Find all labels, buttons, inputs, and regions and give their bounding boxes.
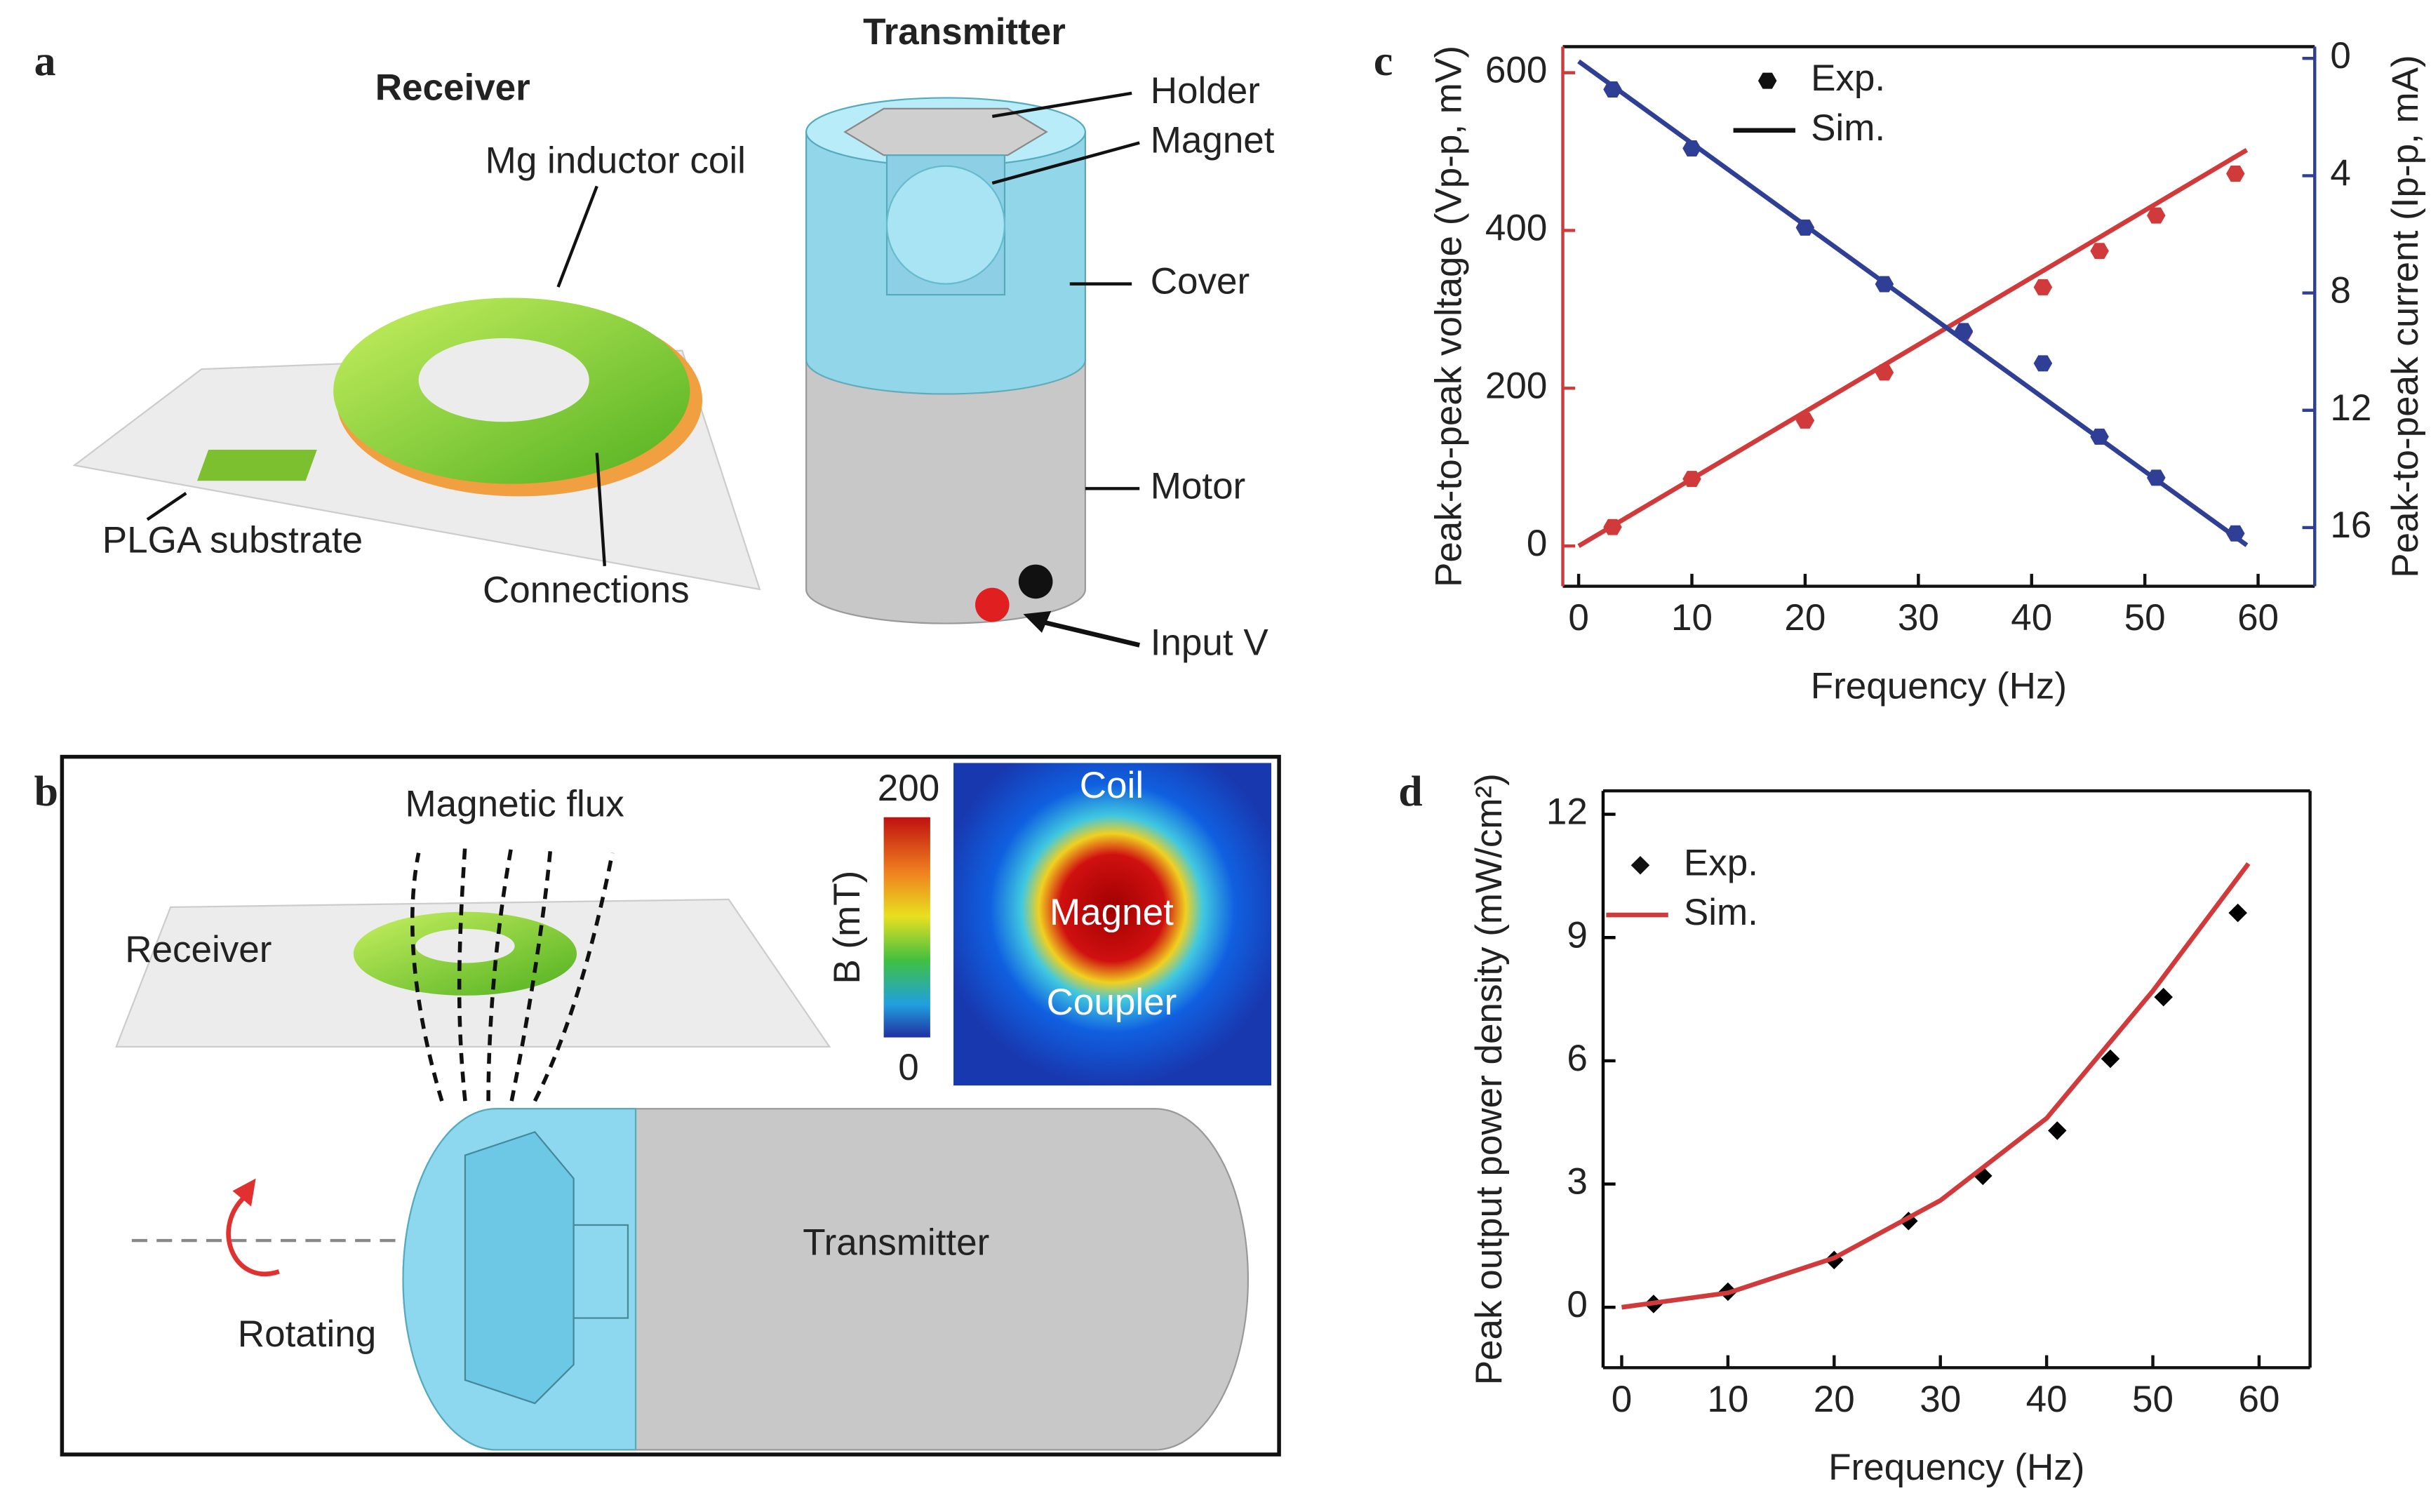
label: Input V [1151,622,1269,664]
marker [2101,1049,2120,1069]
panel-a: a Receiver Transmitter Mg inductor coil … [34,11,1275,664]
magnet-core [885,165,1006,285]
colorbar-label: B (mT) [826,871,868,984]
y-tick-label: 0 [1527,523,1548,564]
x-tick-label: 30 [1920,1379,1961,1420]
leader-lines [146,185,607,566]
x-tick-label: 40 [2011,597,2052,638]
rotation-head [232,1178,256,1207]
y2-axis-label: Peak-to-peak current (Ip-p, mA) [2385,55,2426,577]
y2-tick-label: 8 [2330,270,2351,312]
line [1577,59,2249,547]
legend-label: Sim. [1811,107,1885,149]
holder [464,1131,575,1405]
label: Transmitter [863,11,1066,53]
coil-hole [415,928,515,963]
label: Coil [1080,765,1144,806]
panel-label: a [34,37,56,85]
x-tick-label: 20 [1814,1379,1855,1420]
marker [2154,987,2173,1007]
label: Motor [1151,465,1246,507]
x-tick-label: 20 [1784,597,1826,638]
label: Cover [1151,261,1250,302]
x-tick-label: 50 [2124,597,2166,638]
holder [843,107,1048,156]
x-axis-label: Frequency (Hz) [1811,665,2067,707]
y-tick-label: 600 [1485,50,1547,91]
label: Receiver [375,67,530,108]
y2-tick-label: 16 [2330,504,2371,546]
y2-tick-label: 4 [2330,152,2351,194]
shaft [572,1224,629,1319]
y-tick-label: 9 [1567,914,1588,956]
coil-pad [197,450,317,481]
x-tick-label: 40 [2026,1379,2068,1420]
x-tick-label: 50 [2132,1379,2174,1420]
y-tick-label: 12 [1546,791,1588,833]
label: Coupler [1047,982,1177,1023]
y-axis-label: Peak output power density (mW/cm²) [1468,773,1510,1385]
label: Magnet [1151,120,1275,161]
label: Rotating [238,1313,376,1355]
panel-b: b Magnetic flux Receiver Rotating Transm… [34,754,1281,1457]
field-map [953,763,1272,1086]
x-tick-label: 10 [1707,1379,1748,1420]
marker [2147,207,2166,224]
y-tick-label: 200 [1485,365,1547,406]
rotation-arrow [226,1192,280,1276]
x-tick-label: 60 [2238,1379,2279,1420]
y-axis-label: Peak-to-peak voltage (Vp-p, mV) [1428,46,1469,587]
panel-label: d [1398,768,1422,815]
colorbar-max: 200 [878,768,939,809]
colorbar-min: 0 [898,1047,919,1088]
line [1621,862,2251,1310]
x-tick-label: 0 [1612,1379,1633,1420]
x-tick-label: 30 [1898,597,1939,638]
y2-tick-label: 12 [2330,387,2371,429]
y-tick-label: 3 [1567,1161,1588,1203]
line [1577,147,2249,549]
x-tick-label: 10 [1671,597,1713,638]
label: PLGA substrate [102,520,363,561]
label: Magnet [1050,892,1174,933]
label: Mg inductor coil [485,140,746,181]
panel-label: b [34,768,58,815]
leader-lines [991,91,1140,490]
coil-hole [418,337,589,422]
legend-label: Exp. [1684,842,1758,883]
label: Receiver [125,929,272,970]
marker [2033,279,2053,295]
label: Magnetic flux [405,783,624,824]
legend-label: Exp. [1811,58,1885,99]
label: Holder [1151,70,1260,112]
marker [2226,166,2245,182]
marker [2033,355,2053,372]
marker [2048,1121,2067,1140]
legend-label: Sim. [1684,892,1758,933]
x-axis-label: Frequency (Hz) [1828,1447,2084,1488]
marker [2090,243,2109,260]
marker [1603,81,1622,98]
y2-tick-label: 0 [2330,35,2351,76]
legend-marker [1757,72,1777,89]
y-tick-label: 400 [1485,207,1547,248]
arrow-head [1023,610,1052,633]
arrow [1035,617,1140,648]
label: Transmitter [803,1222,989,1264]
x-tick-label: 0 [1568,597,1589,638]
colorbar [883,817,930,1038]
x-tick-label: 60 [2237,597,2279,638]
terminal-black [1018,564,1053,599]
flux-lines [410,845,615,1102]
panel-label: c [1374,37,1393,85]
y-tick-label: 0 [1567,1284,1588,1325]
legend-marker [1630,856,1650,875]
marker [2228,903,2247,923]
y-tick-label: 6 [1567,1038,1588,1079]
label: Connections [483,569,690,610]
terminal-red [975,587,1010,622]
